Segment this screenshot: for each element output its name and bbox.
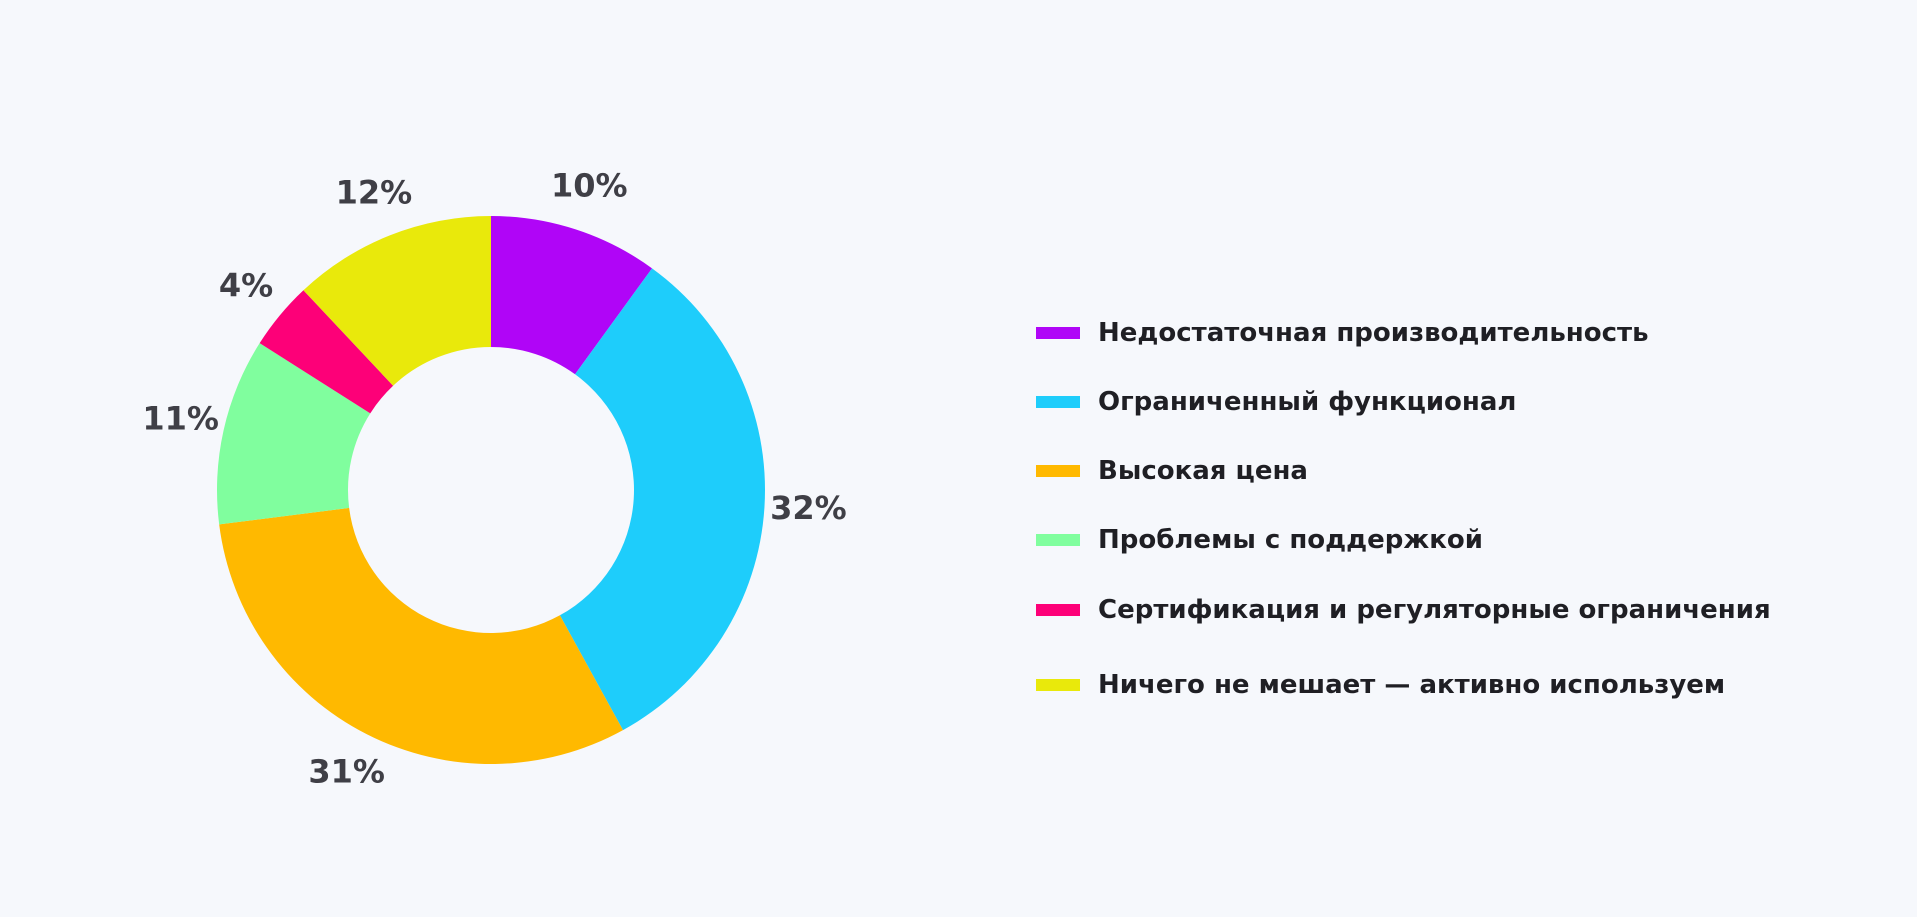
value-label-1: 32% bbox=[770, 489, 847, 527]
legend-swatch bbox=[1036, 396, 1080, 408]
legend-label: Сертификация и регуляторные ограничения bbox=[1098, 595, 1771, 625]
donut-slice-2 bbox=[219, 507, 624, 764]
legend-item: Сертификация и регуляторные ограничения bbox=[1036, 590, 1771, 630]
value-label-3: 11% bbox=[142, 400, 219, 438]
legend-label: Недостаточная производительность bbox=[1098, 318, 1649, 348]
legend-label: Ничего не мешает — активно используем bbox=[1098, 670, 1726, 700]
slices-group bbox=[216, 216, 765, 764]
legend-label: Высокая цена bbox=[1098, 456, 1308, 486]
legend-swatch bbox=[1036, 465, 1080, 477]
donut-slice-4 bbox=[259, 290, 394, 414]
donut-slice-3 bbox=[216, 343, 371, 525]
legend-swatch bbox=[1036, 327, 1080, 339]
legend-swatch bbox=[1036, 604, 1080, 616]
donut-slice-5 bbox=[303, 216, 491, 386]
value-label-5: 12% bbox=[336, 173, 413, 211]
legend-label: Проблемы с поддержкой bbox=[1098, 525, 1484, 555]
value-label-2: 31% bbox=[308, 752, 385, 790]
legend-item: Ограниченный функционал bbox=[1036, 382, 1516, 422]
legend-item: Проблемы с поддержкой bbox=[1036, 520, 1483, 560]
legend: Недостаточная производительность Ограниче… bbox=[1036, 0, 1896, 917]
legend-label: Ограниченный функционал bbox=[1098, 387, 1517, 417]
donut-slice-1 bbox=[559, 268, 765, 731]
legend-swatch bbox=[1036, 679, 1080, 691]
donut-slice-0 bbox=[491, 216, 653, 375]
value-label-4: 4% bbox=[219, 266, 273, 304]
legend-swatch bbox=[1036, 534, 1080, 546]
legend-item: Недостаточная производительность bbox=[1036, 313, 1649, 353]
value-labels-group: 10% 32% 31% 11% 4% 12% bbox=[142, 167, 846, 791]
legend-item: Высокая цена bbox=[1036, 451, 1308, 491]
legend-item: Ничего не мешает — активно используем bbox=[1036, 665, 1725, 705]
value-label-0: 10% bbox=[551, 167, 628, 205]
